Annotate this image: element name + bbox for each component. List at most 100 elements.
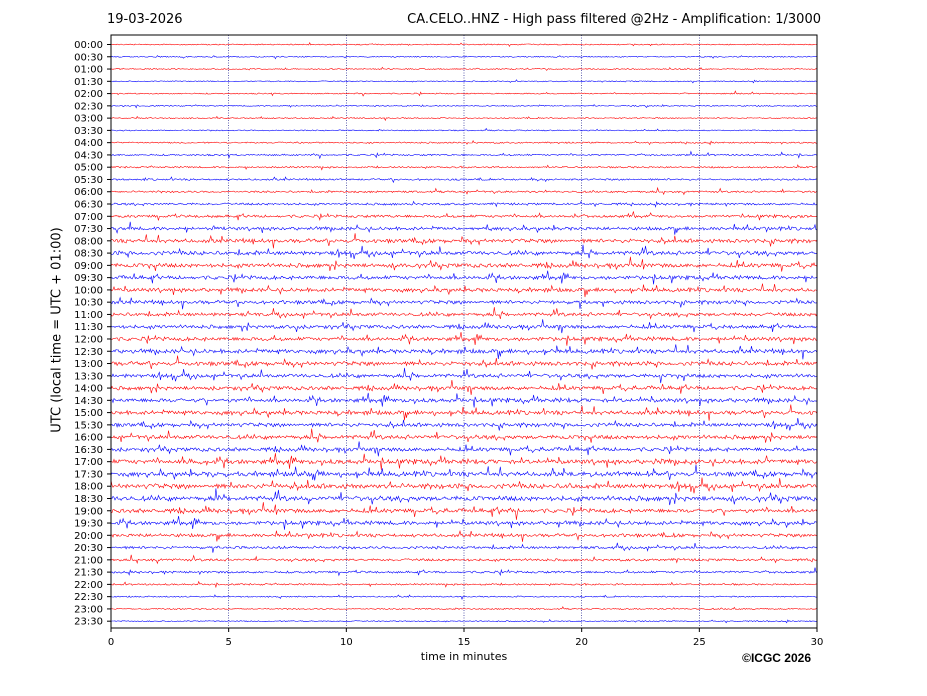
y-tick-label: 11:00: [74, 310, 103, 321]
y-tick-label: 15:30: [74, 420, 103, 431]
y-tick-label: 02:00: [74, 89, 103, 100]
y-tick-label: 09:00: [74, 261, 103, 272]
y-tick-label: 08:30: [74, 249, 103, 260]
y-tick-label: 05:00: [74, 163, 103, 174]
trace-row-0530: [110, 176, 818, 184]
trace-row-1000: [110, 283, 818, 298]
trace-row-1900: [110, 502, 818, 520]
trace-row-2100: [110, 554, 818, 565]
trace-row-1700: [110, 453, 818, 470]
y-tick-label: 21:00: [74, 555, 103, 566]
y-tick-label: 01:30: [74, 77, 103, 88]
y-tick-label: 16:00: [74, 433, 103, 444]
plot-frame: [110, 34, 818, 629]
y-tick-label: 00:00: [74, 40, 103, 51]
y-tick-label: 05:30: [74, 175, 103, 186]
trace-row-1830: [110, 488, 818, 506]
x-tick-label: 5: [225, 637, 231, 648]
x-tick-label: 15: [458, 637, 471, 648]
trace-row-1500: [110, 404, 818, 421]
trace-row-0400: [111, 140, 818, 146]
y-tick-label: 08:00: [74, 236, 103, 247]
trace-row-1100: [110, 307, 818, 320]
y-tick-label: 17:30: [74, 469, 103, 480]
trace-row-2200: [110, 580, 818, 589]
trace-row-0200: [110, 90, 818, 97]
x-tick-label: 30: [811, 637, 824, 648]
trace-row-0600: [110, 186, 818, 196]
y-tick-label: 03:00: [74, 114, 103, 125]
trace-row-1800: [110, 477, 818, 494]
y-tick-label: 22:30: [74, 592, 103, 603]
chart-title: CA.CELO..HNZ - High pass filtered @2Hz -…: [407, 12, 821, 27]
trace-row-0800: [110, 233, 818, 249]
trace-row-1200: [110, 331, 818, 346]
y-tick-label: 06:30: [74, 200, 103, 211]
y-tick-label: 06:00: [74, 187, 103, 198]
x-tick-label: 20: [575, 637, 588, 648]
trace-row-0430: [111, 150, 818, 160]
trace-row-1330: [111, 367, 818, 384]
trace-row-1400: [110, 380, 818, 395]
trace-row-2000: [110, 530, 818, 542]
y-tick-label: 23:30: [74, 617, 103, 628]
y-tick-label: 07:30: [74, 224, 103, 235]
trace-row-0130: [111, 79, 818, 84]
x-axis-label: time in minutes: [420, 650, 508, 663]
trace-row-0500: [110, 164, 818, 171]
trace-row-0700: [110, 211, 818, 221]
y-tick-label: 17:00: [74, 457, 103, 468]
copyright-text: ©ICGC 2026: [742, 651, 811, 665]
trace-row-1630: [110, 441, 818, 457]
y-tick-label: 23:00: [74, 604, 103, 615]
trace-row-0330: [110, 127, 818, 132]
trace-row-1230: [110, 344, 818, 360]
trace-row-0100: [110, 66, 818, 71]
y-tick-label: 12:30: [74, 347, 103, 358]
y-tick-label: 09:30: [74, 273, 103, 284]
chart-date: 19-03-2026: [107, 12, 183, 27]
y-tick-label: 16:30: [74, 445, 103, 456]
y-tick-label: 21:30: [74, 568, 103, 579]
trace-rows: [110, 41, 818, 624]
trace-row-2130: [110, 567, 818, 577]
y-tick-label: 02:30: [74, 101, 103, 112]
trace-row-0830: [110, 244, 818, 260]
trace-row-1430: [110, 392, 818, 408]
x-tick-label: 25: [693, 637, 706, 648]
x-tick-label: 10: [340, 637, 353, 648]
y-tick-label: 14:00: [74, 384, 103, 395]
trace-row-0030: [110, 55, 817, 60]
y-tick-label: 13:30: [74, 371, 103, 382]
trace-row-2300: [110, 606, 818, 611]
y-tick-label: 19:00: [74, 506, 103, 517]
y-tick-label: 19:30: [74, 519, 103, 530]
y-tick-label: 10:00: [74, 285, 103, 296]
grid-lines: [228, 35, 700, 628]
trace-row-0230: [110, 104, 818, 109]
y-tick-label: 04:00: [74, 138, 103, 149]
trace-row-0300: [110, 115, 818, 122]
y-tick-label: 10:30: [74, 298, 103, 309]
trace-row-1530: [110, 418, 818, 431]
y-tick-label: 12:00: [74, 334, 103, 345]
y-tick-label: 01:00: [74, 65, 103, 76]
trace-row-0000: [110, 41, 818, 48]
trace-row-0730: [110, 221, 818, 235]
y-tick-label: 15:00: [74, 408, 103, 419]
trace-row-0900: [110, 256, 818, 272]
y-tick-label: 07:00: [74, 212, 103, 223]
y-tick-label: 20:30: [74, 543, 103, 554]
y-tick-label: 14:30: [74, 396, 103, 407]
trace-row-1130: [110, 319, 818, 334]
x-tick-labels: 0 5 10 15 20 25 30: [108, 628, 824, 648]
y-tick-label: 13:00: [74, 359, 103, 370]
trace-row-1930: [110, 516, 818, 530]
trace-row-1300: [110, 355, 818, 370]
y-tick-label: 22:00: [74, 580, 103, 591]
y-tick-label: 18:00: [74, 482, 103, 493]
trace-row-2230: [110, 594, 818, 600]
y-tick-label: 00:30: [74, 52, 103, 63]
